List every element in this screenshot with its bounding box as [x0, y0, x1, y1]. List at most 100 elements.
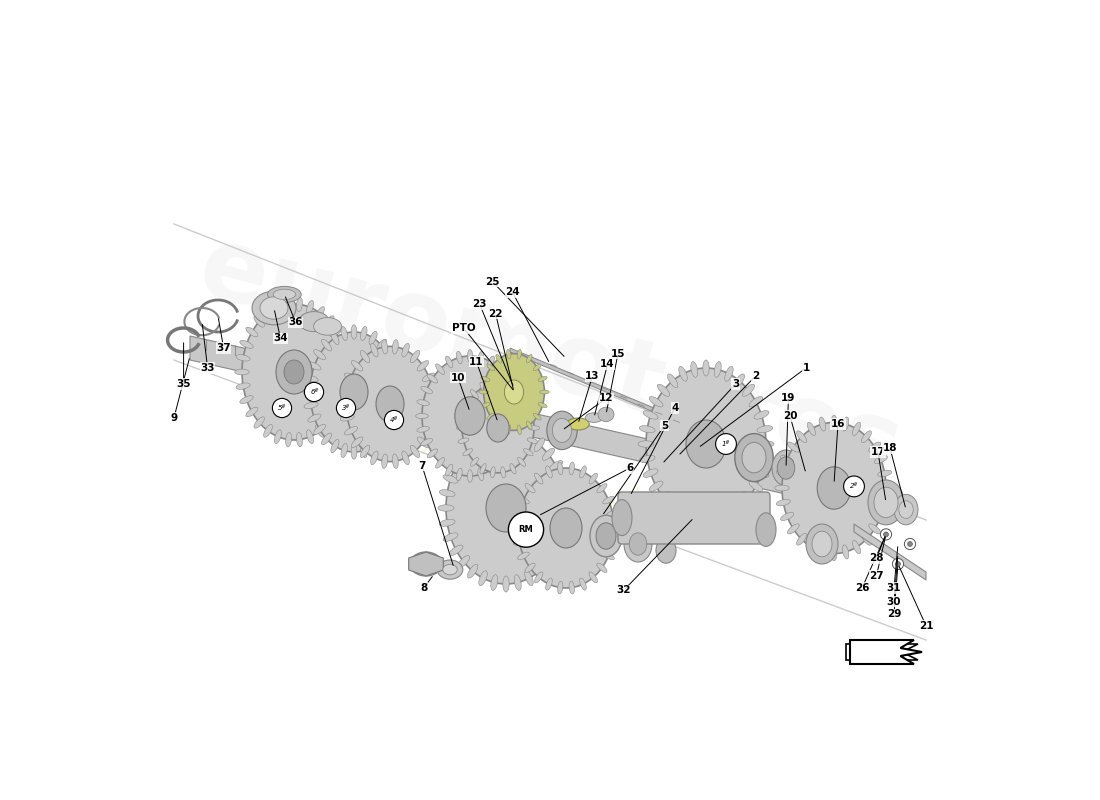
Text: 24: 24 — [505, 287, 519, 297]
Ellipse shape — [679, 366, 688, 382]
Ellipse shape — [603, 552, 614, 560]
Ellipse shape — [310, 332, 398, 452]
Ellipse shape — [658, 384, 670, 396]
Ellipse shape — [534, 414, 541, 420]
Ellipse shape — [307, 301, 314, 314]
Ellipse shape — [782, 422, 886, 554]
Text: 2ª: 2ª — [850, 483, 858, 490]
Ellipse shape — [832, 415, 837, 430]
Ellipse shape — [535, 438, 544, 452]
Ellipse shape — [338, 383, 352, 390]
Ellipse shape — [754, 469, 769, 478]
Ellipse shape — [351, 325, 356, 339]
Text: 1ª: 1ª — [722, 441, 730, 447]
Ellipse shape — [557, 519, 573, 526]
Ellipse shape — [361, 350, 370, 362]
Ellipse shape — [446, 356, 453, 368]
Ellipse shape — [339, 401, 353, 407]
Ellipse shape — [480, 382, 486, 393]
Ellipse shape — [629, 533, 647, 555]
Ellipse shape — [756, 513, 775, 546]
Ellipse shape — [820, 417, 826, 431]
Circle shape — [337, 398, 355, 418]
Ellipse shape — [526, 421, 532, 430]
Ellipse shape — [242, 304, 346, 440]
Ellipse shape — [691, 510, 697, 526]
Ellipse shape — [510, 463, 516, 474]
Ellipse shape — [788, 442, 800, 452]
Ellipse shape — [550, 508, 582, 548]
Ellipse shape — [458, 556, 470, 568]
Ellipse shape — [525, 563, 536, 573]
Ellipse shape — [456, 426, 468, 430]
Ellipse shape — [331, 331, 339, 345]
Ellipse shape — [517, 458, 526, 466]
Ellipse shape — [304, 402, 318, 409]
Ellipse shape — [437, 560, 463, 579]
Circle shape — [908, 542, 912, 546]
Ellipse shape — [812, 531, 832, 557]
Ellipse shape — [321, 339, 331, 351]
Ellipse shape — [514, 510, 526, 517]
Ellipse shape — [478, 390, 488, 394]
Ellipse shape — [314, 350, 326, 360]
Ellipse shape — [832, 546, 837, 561]
Text: 16: 16 — [830, 419, 845, 429]
Ellipse shape — [646, 368, 766, 520]
Ellipse shape — [806, 524, 838, 564]
Ellipse shape — [274, 430, 282, 443]
Text: 32: 32 — [616, 586, 630, 595]
Text: 5: 5 — [661, 421, 668, 430]
Ellipse shape — [286, 298, 292, 311]
Ellipse shape — [503, 576, 509, 592]
Ellipse shape — [446, 464, 453, 476]
Ellipse shape — [500, 466, 506, 478]
Ellipse shape — [297, 298, 302, 311]
Ellipse shape — [725, 506, 734, 522]
Ellipse shape — [393, 340, 398, 354]
Text: 11: 11 — [469, 357, 484, 366]
Ellipse shape — [471, 458, 478, 466]
Ellipse shape — [410, 552, 442, 576]
Ellipse shape — [878, 499, 892, 506]
Ellipse shape — [468, 564, 477, 578]
Ellipse shape — [316, 425, 324, 438]
Ellipse shape — [361, 446, 370, 458]
Ellipse shape — [254, 417, 264, 428]
Ellipse shape — [331, 439, 339, 453]
Ellipse shape — [686, 420, 726, 468]
Text: 15: 15 — [610, 349, 625, 358]
Ellipse shape — [774, 485, 789, 491]
Ellipse shape — [869, 442, 881, 452]
Ellipse shape — [478, 430, 487, 446]
Ellipse shape — [894, 494, 918, 525]
Ellipse shape — [542, 448, 554, 460]
Text: 12: 12 — [598, 394, 614, 403]
Ellipse shape — [427, 449, 438, 458]
Ellipse shape — [714, 510, 722, 526]
Text: PTO: PTO — [452, 323, 475, 333]
Ellipse shape — [725, 366, 734, 382]
Ellipse shape — [552, 418, 572, 442]
Ellipse shape — [422, 356, 518, 476]
Text: 37: 37 — [217, 343, 231, 353]
Ellipse shape — [656, 538, 676, 563]
Ellipse shape — [703, 360, 710, 376]
Ellipse shape — [514, 426, 521, 442]
Ellipse shape — [649, 397, 663, 407]
Text: 26: 26 — [855, 583, 869, 593]
Ellipse shape — [330, 407, 342, 417]
Ellipse shape — [546, 466, 552, 478]
Ellipse shape — [757, 426, 772, 433]
Circle shape — [895, 562, 901, 566]
Text: 2: 2 — [752, 371, 759, 381]
Text: 3: 3 — [732, 379, 739, 389]
Ellipse shape — [535, 572, 543, 583]
Ellipse shape — [436, 364, 444, 374]
Polygon shape — [190, 336, 830, 504]
Ellipse shape — [264, 425, 273, 438]
Ellipse shape — [340, 414, 354, 421]
Ellipse shape — [371, 343, 378, 357]
Ellipse shape — [781, 455, 794, 463]
Ellipse shape — [512, 414, 525, 418]
